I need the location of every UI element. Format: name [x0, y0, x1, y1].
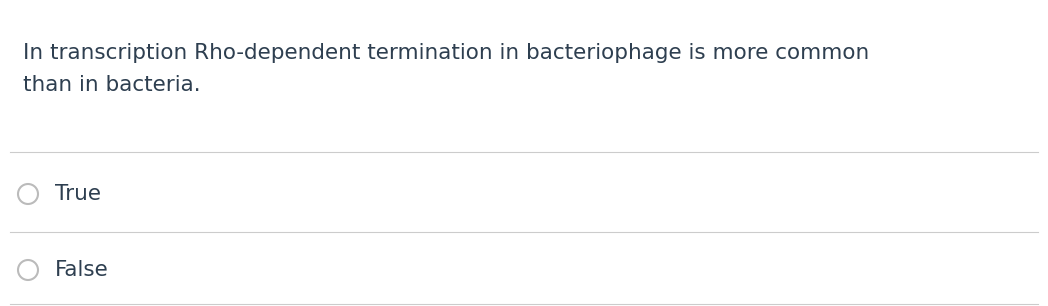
Text: than in bacteria.: than in bacteria.	[23, 75, 200, 95]
Text: In transcription Rho-dependent termination in bacteriophage is more common: In transcription Rho-dependent terminati…	[23, 43, 869, 63]
Text: False: False	[54, 260, 109, 280]
Text: True: True	[54, 184, 101, 204]
